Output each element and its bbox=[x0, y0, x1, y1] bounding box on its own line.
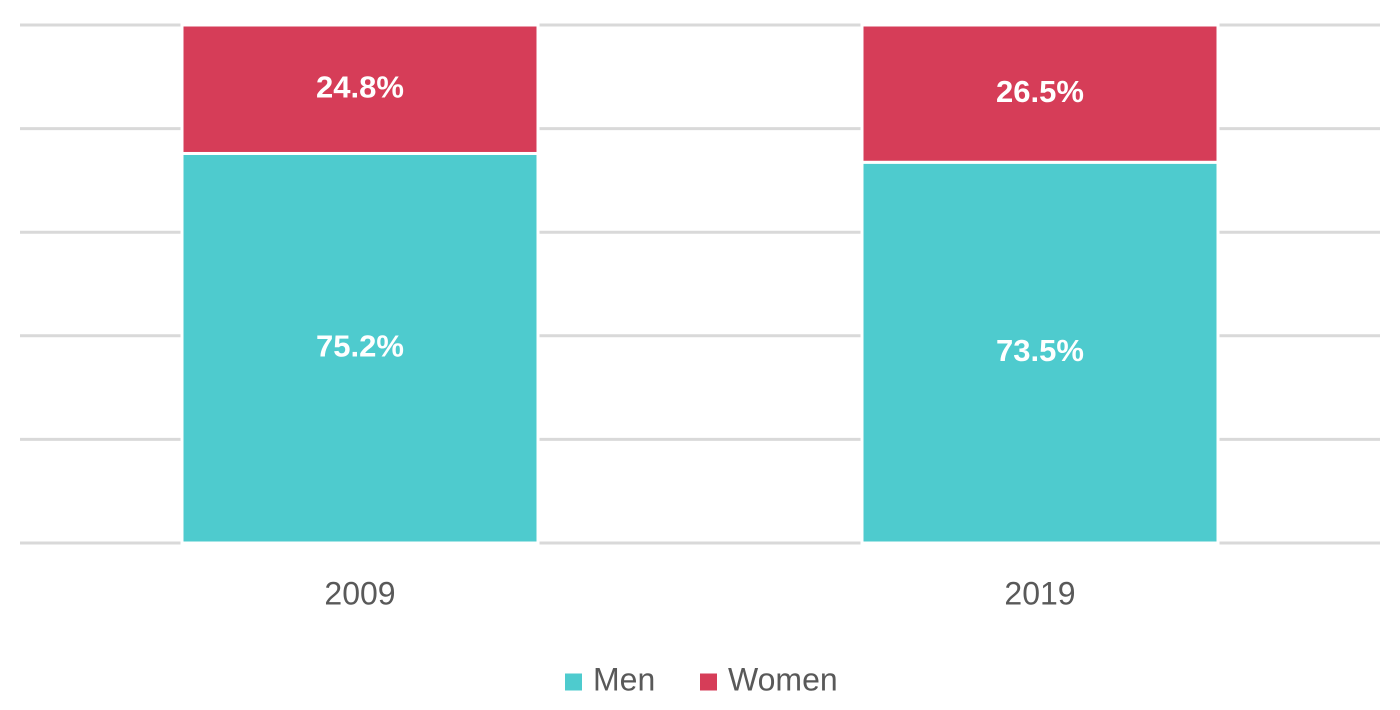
data-label-women-2019: 26.5% bbox=[996, 74, 1084, 109]
bars bbox=[180, 23, 1220, 545]
x-tick-label: 2009 bbox=[324, 575, 395, 611]
data-label-men-2009: 75.2% bbox=[316, 328, 404, 363]
legend-swatch-men bbox=[565, 673, 582, 691]
bar-men-2009 bbox=[180, 151, 540, 545]
bar-women-2019 bbox=[860, 23, 1220, 164]
x-tick-label: 2019 bbox=[1004, 575, 1075, 611]
bar-men-2019 bbox=[860, 160, 1220, 545]
legend: Men Women bbox=[565, 661, 838, 697]
legend-label-men: Men bbox=[593, 661, 655, 697]
data-labels: 75.2% 24.8% 73.5% 26.5% bbox=[316, 69, 1084, 367]
bar-women-2009 bbox=[180, 23, 540, 155]
legend-label-women: Women bbox=[728, 661, 838, 697]
x-axis: 2009 2019 bbox=[324, 575, 1075, 611]
data-label-men-2019: 73.5% bbox=[996, 333, 1084, 368]
legend-swatch-women bbox=[700, 673, 717, 691]
data-label-women-2009: 24.8% bbox=[316, 69, 404, 104]
